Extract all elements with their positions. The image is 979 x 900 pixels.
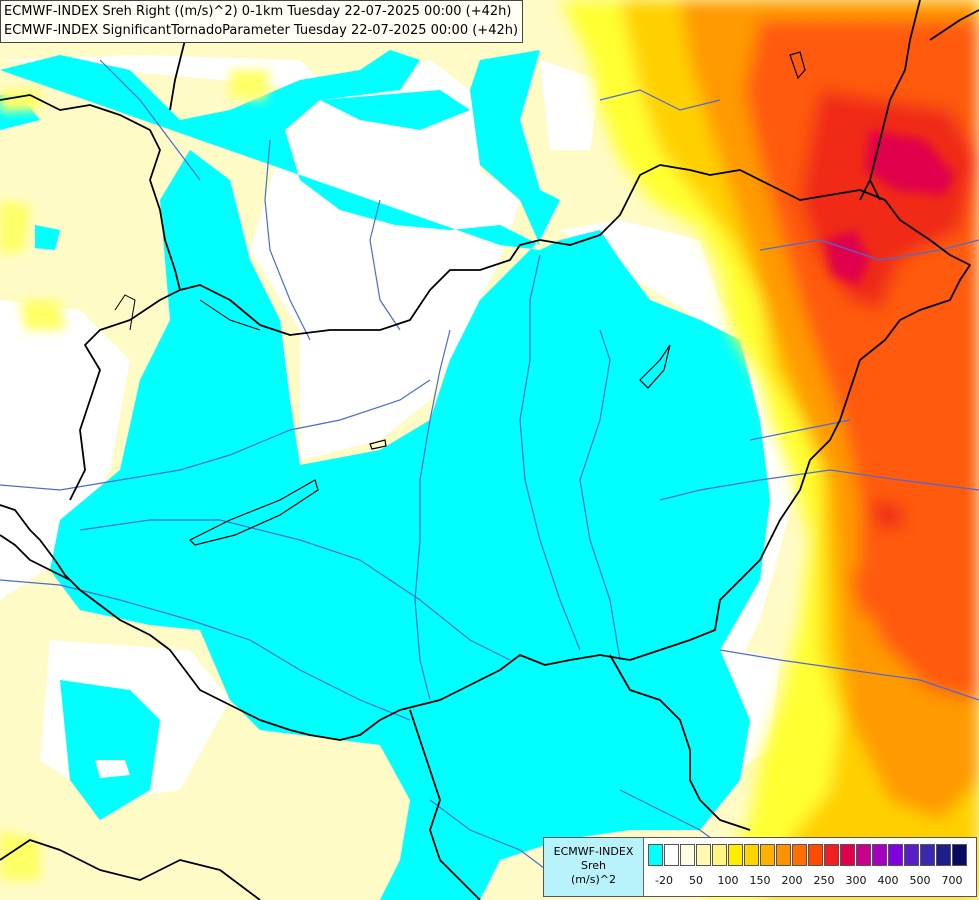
legend-swatch <box>920 844 935 866</box>
rivers <box>0 59 979 881</box>
legend-ticks: -20 50 100 150 200 250 300 400 500 700 <box>644 874 974 890</box>
regional-borders <box>114 294 261 331</box>
title-line-stp: ECMWF-INDEX SignificantTornadoParameter … <box>4 23 519 38</box>
legend-swatch <box>728 844 743 866</box>
legend-swatch <box>856 844 871 866</box>
legend-swatch <box>952 844 967 866</box>
legend-swatch <box>792 844 807 866</box>
lakes <box>188 51 806 546</box>
legend-swatch <box>664 844 679 866</box>
legend-swatch <box>680 844 695 866</box>
legend-swatch <box>840 844 855 866</box>
title-line-sreh: ECMWF-INDEX Sreh Right ((m/s)^2) 0-1km T… <box>4 4 512 19</box>
legend-source: ECMWF-INDEX <box>553 845 634 858</box>
legend-tick-label: 400 <box>877 874 899 887</box>
legend-tick-label: 150 <box>749 874 771 887</box>
legend-swatch <box>936 844 951 866</box>
legend-label-box: ECMWF-INDEX Sreh (m/s)^2 <box>544 838 644 896</box>
legend-swatch <box>696 844 711 866</box>
legend-tick-label: 200 <box>781 874 803 887</box>
color-legend: ECMWF-INDEX Sreh (m/s)^2 -20 50 100 150 200 2… <box>543 837 977 897</box>
legend-tick-label: 300 <box>845 874 867 887</box>
legend-tick-label: 500 <box>909 874 931 887</box>
map-title-box: ECMWF-INDEX Sreh Right ((m/s)^2) 0-1km T… <box>0 0 524 43</box>
west-yellow-patches <box>0 70 270 880</box>
legend-tick-label: 100 <box>717 874 739 887</box>
legend-swatch <box>872 844 887 866</box>
legend-tick-label: -20 <box>655 874 673 887</box>
white-patches <box>95 60 600 778</box>
legend-swatches <box>648 844 968 866</box>
legend-swatch <box>744 844 759 866</box>
legend-swatch <box>808 844 823 866</box>
peak-sreh-zone <box>825 130 955 285</box>
legend-tick-label: 250 <box>813 874 835 887</box>
legend-unit: (m/s)^2 <box>571 873 616 886</box>
legend-swatch <box>904 844 919 866</box>
legend-swatch <box>824 844 839 866</box>
legend-swatch <box>888 844 903 866</box>
legend-swatch <box>712 844 727 866</box>
legend-swatch <box>776 844 791 866</box>
legend-tick-label: 700 <box>941 874 963 887</box>
legend-swatch <box>648 844 663 866</box>
legend-tick-label: 50 <box>689 874 703 887</box>
legend-swatch <box>760 844 775 866</box>
legend-variable: Sreh <box>580 859 606 872</box>
